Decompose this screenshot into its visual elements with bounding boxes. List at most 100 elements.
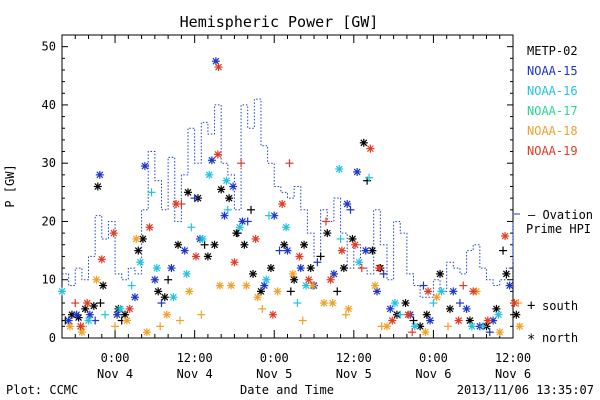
data-point-south: [264, 211, 273, 220]
data-point-north: [134, 246, 143, 255]
data-point-north: [64, 316, 73, 325]
data-point-north: [494, 310, 503, 319]
south-marker-label: south: [542, 299, 578, 313]
data-point-south: [164, 275, 173, 284]
data-point-north: [249, 269, 258, 278]
data-point-south: [298, 316, 307, 325]
x-axis-ticks: 0:00 Nov 4 12:00 Nov 4 0:00 Nov 5 12:00 Nov 5 0:…: [61, 35, 531, 381]
data-point-north: [97, 255, 106, 264]
data-point-north: [351, 240, 360, 249]
data-points: [58, 57, 524, 337]
data-point-north: [109, 229, 118, 238]
legend-entry: NOAA-18: [527, 124, 578, 138]
data-point-north: [138, 234, 147, 243]
y-tick-label: 50: [42, 40, 56, 54]
data-point-north: [422, 310, 431, 319]
data-point-north: [296, 264, 305, 273]
data-point-north: [432, 293, 441, 302]
legend-entry: NOAA-19: [527, 144, 578, 158]
data-point-south: [223, 205, 232, 214]
data-point-north: [328, 299, 337, 308]
data-point-north: [142, 328, 151, 337]
legend-entry: NOAA-16: [527, 84, 578, 98]
data-point-north: [371, 281, 380, 290]
data-point-south: [177, 199, 186, 208]
data-point-north: [132, 234, 141, 243]
data-point-north: [282, 223, 291, 232]
data-point-south: [96, 299, 105, 308]
data-point-south: [459, 281, 468, 290]
legend: METP-02 NOAA-15 NOAA-16 NOAA-17 NOAA-18 NOAA-…: [527, 44, 578, 158]
data-point-north: [81, 304, 90, 313]
data-point-north: [95, 170, 104, 179]
data-point-north: [373, 287, 382, 296]
data-point-north: [122, 316, 131, 325]
data-point-south: [409, 316, 418, 325]
data-point-south: [321, 217, 330, 226]
data-point-north: [203, 252, 212, 261]
x-tick-day-label: Nov 4: [177, 367, 213, 381]
y-axis-ticks: 0 10 20 30 40 50: [42, 34, 513, 345]
data-point-north: [116, 304, 125, 313]
x-tick-day-label: Nov 5: [336, 367, 372, 381]
data-point-south: [233, 229, 242, 238]
data-point-north: [169, 293, 178, 302]
data-point-south: [341, 310, 350, 319]
data-point-north: [130, 293, 139, 302]
data-point-north: [329, 269, 338, 278]
legend-entry: METP-02: [527, 44, 578, 58]
y-tick-label: 30: [42, 156, 56, 170]
data-point-north: [225, 194, 234, 203]
data-point-north: [401, 299, 410, 308]
data-point-south: [336, 234, 345, 243]
data-point-north: [335, 165, 344, 174]
data-point-north: [89, 301, 98, 310]
data-point-north: [113, 310, 122, 319]
data-point-north: [182, 269, 191, 278]
y-tick-label: 20: [42, 214, 56, 228]
data-point-north: [167, 264, 176, 273]
data-point-north: [125, 304, 134, 313]
data-point-south: [200, 240, 209, 249]
data-point-north: [426, 316, 435, 325]
footer-right: 2013/11/06 13:35:07: [457, 383, 594, 397]
data-point-south: [187, 223, 196, 232]
data-point-south: [157, 299, 166, 308]
data-point-north: [300, 240, 309, 249]
data-point-north: [65, 322, 74, 331]
data-point-south: [286, 287, 295, 296]
data-point-north: [99, 281, 108, 290]
data-point-south: [71, 299, 80, 308]
data-point-north: [410, 322, 419, 331]
ovation-label-line2: Prime HPI: [526, 222, 591, 236]
data-point-north: [288, 269, 297, 278]
data-point-north: [492, 304, 501, 313]
data-point-north: [72, 310, 81, 319]
data-point-north: [290, 275, 299, 284]
data-point-north: [295, 252, 304, 261]
data-point-north: [278, 199, 287, 208]
data-point-south: [408, 328, 417, 337]
data-point-south: [313, 258, 322, 267]
data-point-north: [512, 310, 521, 319]
data-point-north: [445, 304, 454, 313]
data-point-south: [176, 316, 185, 325]
data-point-north: [191, 252, 200, 261]
data-point-north: [283, 246, 292, 255]
data-point-north: [366, 144, 375, 153]
data-point-south: [237, 159, 246, 168]
data-point-north: [344, 304, 353, 313]
data-point-north: [160, 293, 169, 302]
data-point-south: [101, 310, 110, 319]
data-point-north: [319, 299, 328, 308]
data-point-south: [258, 304, 267, 313]
data-point-north: [174, 240, 183, 249]
data-point-north: [388, 316, 397, 325]
data-point-north: [424, 287, 433, 296]
data-point-south: [285, 159, 294, 168]
data-point-north: [184, 188, 193, 197]
data-point-north: [326, 275, 335, 284]
data-point-south: [243, 217, 252, 226]
y-axis-label: P [GW]: [3, 164, 17, 207]
